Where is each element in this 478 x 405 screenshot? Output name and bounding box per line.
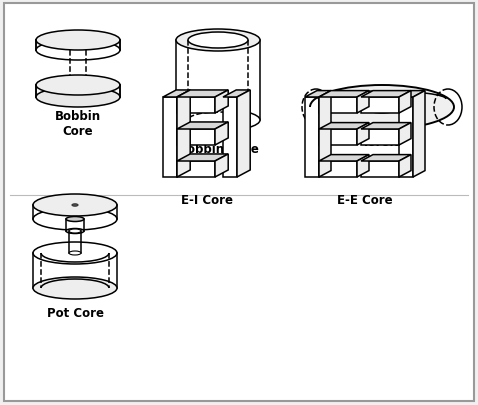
Polygon shape <box>399 123 411 146</box>
Ellipse shape <box>188 33 248 49</box>
Polygon shape <box>177 123 228 130</box>
Ellipse shape <box>36 41 120 61</box>
Polygon shape <box>399 92 425 98</box>
Polygon shape <box>319 130 357 146</box>
Ellipse shape <box>176 110 260 132</box>
Polygon shape <box>319 155 369 162</box>
Ellipse shape <box>36 76 120 96</box>
Polygon shape <box>361 98 399 114</box>
Ellipse shape <box>70 83 86 88</box>
Ellipse shape <box>36 88 120 108</box>
Polygon shape <box>361 123 411 130</box>
Polygon shape <box>357 92 369 114</box>
Polygon shape <box>305 92 331 98</box>
Polygon shape <box>319 92 331 177</box>
Polygon shape <box>399 92 411 114</box>
Polygon shape <box>215 91 228 114</box>
Polygon shape <box>237 91 250 177</box>
Polygon shape <box>413 92 425 177</box>
Polygon shape <box>215 155 228 177</box>
Polygon shape <box>361 130 399 146</box>
Ellipse shape <box>176 30 260 52</box>
Ellipse shape <box>36 31 120 51</box>
Ellipse shape <box>72 204 78 207</box>
Ellipse shape <box>66 217 84 222</box>
Ellipse shape <box>33 194 117 216</box>
Polygon shape <box>223 91 250 98</box>
Text: Bobbin Core
Shield: Bobbin Core Shield <box>177 143 259 171</box>
Polygon shape <box>163 98 177 177</box>
Polygon shape <box>399 98 413 177</box>
Ellipse shape <box>70 48 86 53</box>
Polygon shape <box>319 162 357 177</box>
Ellipse shape <box>69 230 81 233</box>
Polygon shape <box>361 155 411 162</box>
Text: E-E Core: E-E Core <box>337 194 393 207</box>
Ellipse shape <box>310 86 454 130</box>
Polygon shape <box>361 162 399 177</box>
Polygon shape <box>215 123 228 146</box>
Polygon shape <box>361 92 411 98</box>
Polygon shape <box>223 98 237 177</box>
Polygon shape <box>177 91 190 177</box>
Polygon shape <box>177 130 215 146</box>
Ellipse shape <box>360 94 404 114</box>
Text: Pot Core: Pot Core <box>46 306 104 319</box>
Polygon shape <box>177 155 228 162</box>
Polygon shape <box>163 91 190 98</box>
Polygon shape <box>36 41 120 51</box>
Polygon shape <box>357 123 369 146</box>
Text: Toroid: Toroid <box>361 136 402 149</box>
Polygon shape <box>357 155 369 177</box>
Polygon shape <box>319 98 357 114</box>
Ellipse shape <box>33 277 117 299</box>
Ellipse shape <box>69 252 81 256</box>
Text: E-I Core: E-I Core <box>181 194 233 207</box>
Ellipse shape <box>33 209 117 230</box>
Polygon shape <box>319 123 369 130</box>
Polygon shape <box>177 91 228 98</box>
Polygon shape <box>319 92 369 98</box>
Text: Bobbin
Core: Bobbin Core <box>55 110 101 138</box>
Polygon shape <box>177 98 215 114</box>
Ellipse shape <box>33 243 117 264</box>
Polygon shape <box>399 155 411 177</box>
Ellipse shape <box>66 229 84 234</box>
Polygon shape <box>305 98 319 177</box>
Polygon shape <box>36 86 120 98</box>
Polygon shape <box>177 162 215 177</box>
